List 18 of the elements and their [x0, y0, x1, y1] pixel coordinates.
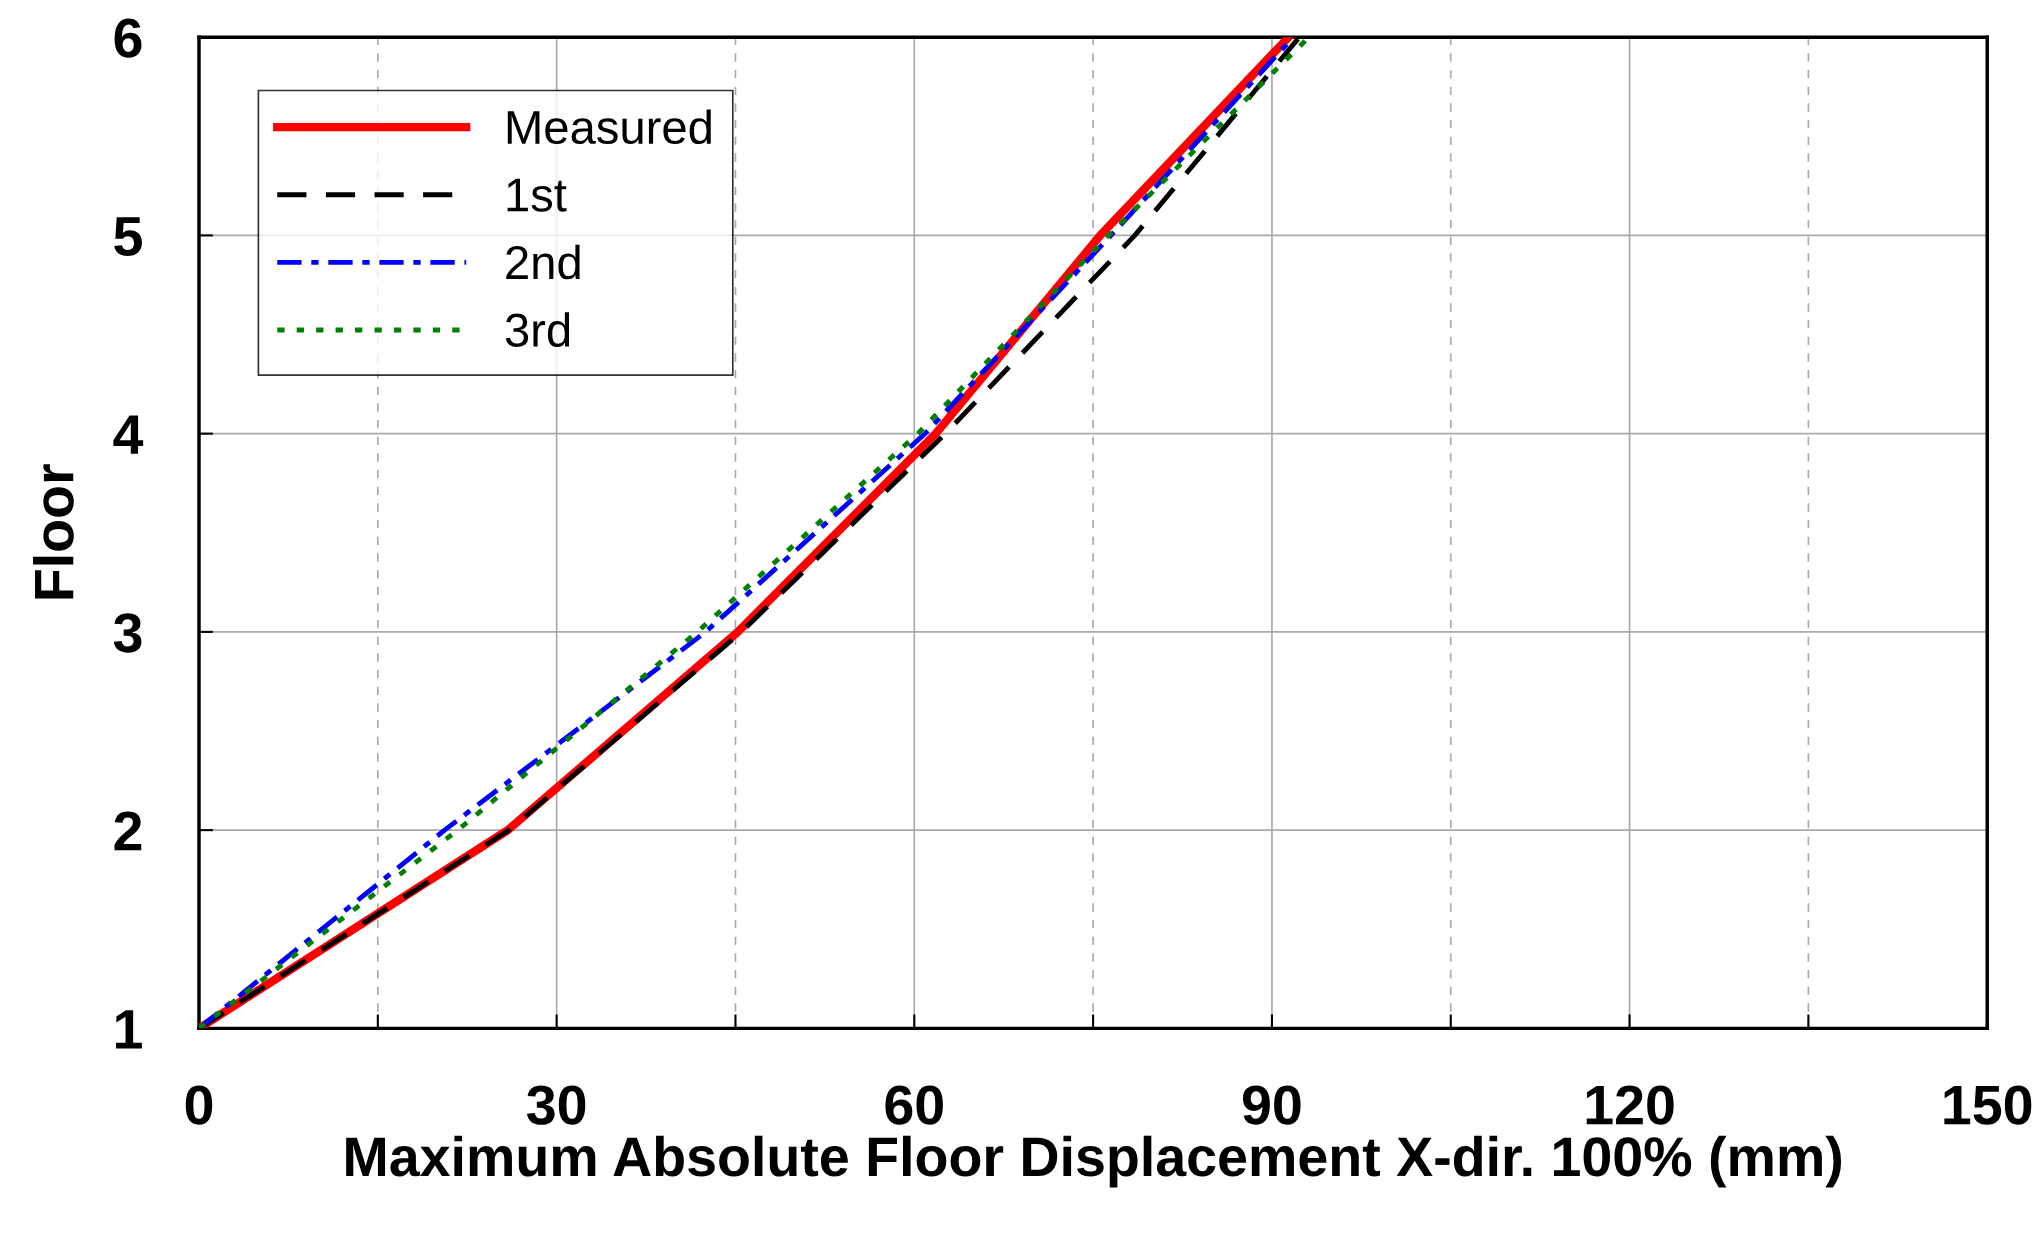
x-tick-label: 120 — [1586, 1085, 1674, 1125]
y-tick-label: 3 — [113, 613, 142, 653]
y-tick-label: 5 — [114, 217, 142, 257]
y-tick-label: 6 — [114, 18, 142, 58]
y-tick-label: 4 — [113, 415, 144, 454]
x-tick-label: 30 — [527, 1085, 586, 1125]
legend-label: Measured — [507, 109, 711, 145]
x-axis-title: Maximum Absolute Floor Displacement X-dir. 100% (mm) — [346, 1135, 1842, 1188]
legend-label: 3rd — [505, 312, 570, 347]
x-tick-label: 60 — [885, 1085, 943, 1125]
legend-label: 1st — [507, 178, 567, 212]
legend-label: 2nd — [506, 244, 580, 280]
y-tick-label: 1 — [116, 1010, 142, 1049]
x-tick-label: 150 — [1944, 1085, 2032, 1125]
x-tick-label: 0 — [185, 1085, 213, 1125]
x-tick-label: 90 — [1242, 1085, 1301, 1125]
y-tick-label: 2 — [114, 811, 142, 851]
y-axis-title: Floor — [32, 464, 74, 599]
